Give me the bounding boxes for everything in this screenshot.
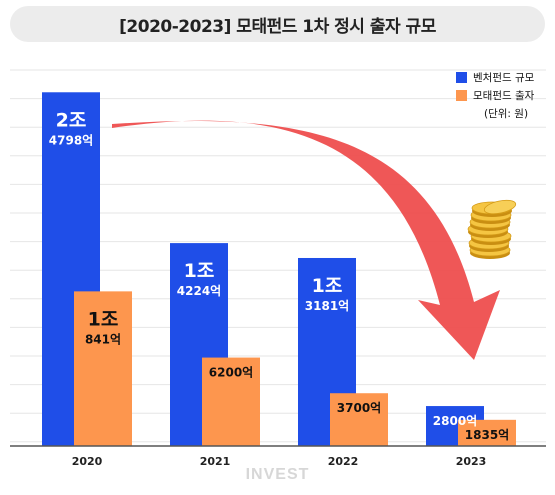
legend-swatch-blue	[456, 71, 467, 83]
data-label-minor: 3181억	[305, 299, 349, 313]
legend-item-mother-fund: 모태펀드 출자	[456, 86, 534, 104]
data-label-minor: 4224억	[177, 284, 221, 298]
data-label-minor: 2800억	[433, 414, 477, 428]
data-label-minor: 1835억	[465, 428, 509, 442]
bar-mother-fund	[458, 419, 516, 446]
data-label-major: 1조	[88, 308, 119, 330]
data-label-major: 1조	[312, 275, 343, 297]
x-tick-label: 2021	[200, 455, 231, 468]
coin-stack-icon	[467, 199, 517, 259]
bars	[42, 92, 516, 446]
legend: 벤처펀드 규모 모태펀드 출자 (단위: 원)	[456, 68, 534, 121]
data-label-minor: 4798억	[49, 133, 93, 147]
data-label-minor: 841억	[85, 332, 121, 346]
coin-icon	[483, 199, 517, 215]
legend-label: 벤처펀드 규모	[473, 71, 535, 84]
data-label-major: 2조	[56, 109, 87, 131]
x-tick-label: 2022	[328, 455, 359, 468]
x-tick-label: 2023	[456, 455, 487, 468]
legend-item-venture: 벤처펀드 규모	[456, 68, 534, 86]
bar-labels: 2조 4798억 1조 4224억 1조 3181억 2800억 1조 841억 6200억 370…	[49, 109, 509, 442]
unit-label: (단위: 원)	[484, 108, 529, 120]
watermark: INVEST	[245, 466, 310, 483]
trend-arrow	[112, 120, 500, 360]
x-tick-label: 2020	[72, 455, 103, 468]
bar-mother-fund	[74, 291, 132, 446]
x-axis-ticks: 2020 2021 2022 2023	[72, 455, 487, 468]
data-label-minor: 6200억	[209, 366, 253, 380]
data-label-minor: 3700억	[337, 401, 381, 415]
chart-title: [2020-2023] 모태펀드 1차 정시 출자 규모	[119, 16, 436, 37]
legend-label: 모태펀드 출자	[473, 89, 535, 102]
legend-swatch-orange	[456, 89, 467, 101]
bar-mother-fund	[202, 357, 260, 446]
data-label-major: 1조	[184, 260, 215, 282]
title-bar: [2020-2023] 모태펀드 1차 정시 출자 규모	[10, 6, 545, 42]
down-arrow-icon	[112, 120, 500, 360]
bar-mother-fund	[330, 393, 388, 446]
